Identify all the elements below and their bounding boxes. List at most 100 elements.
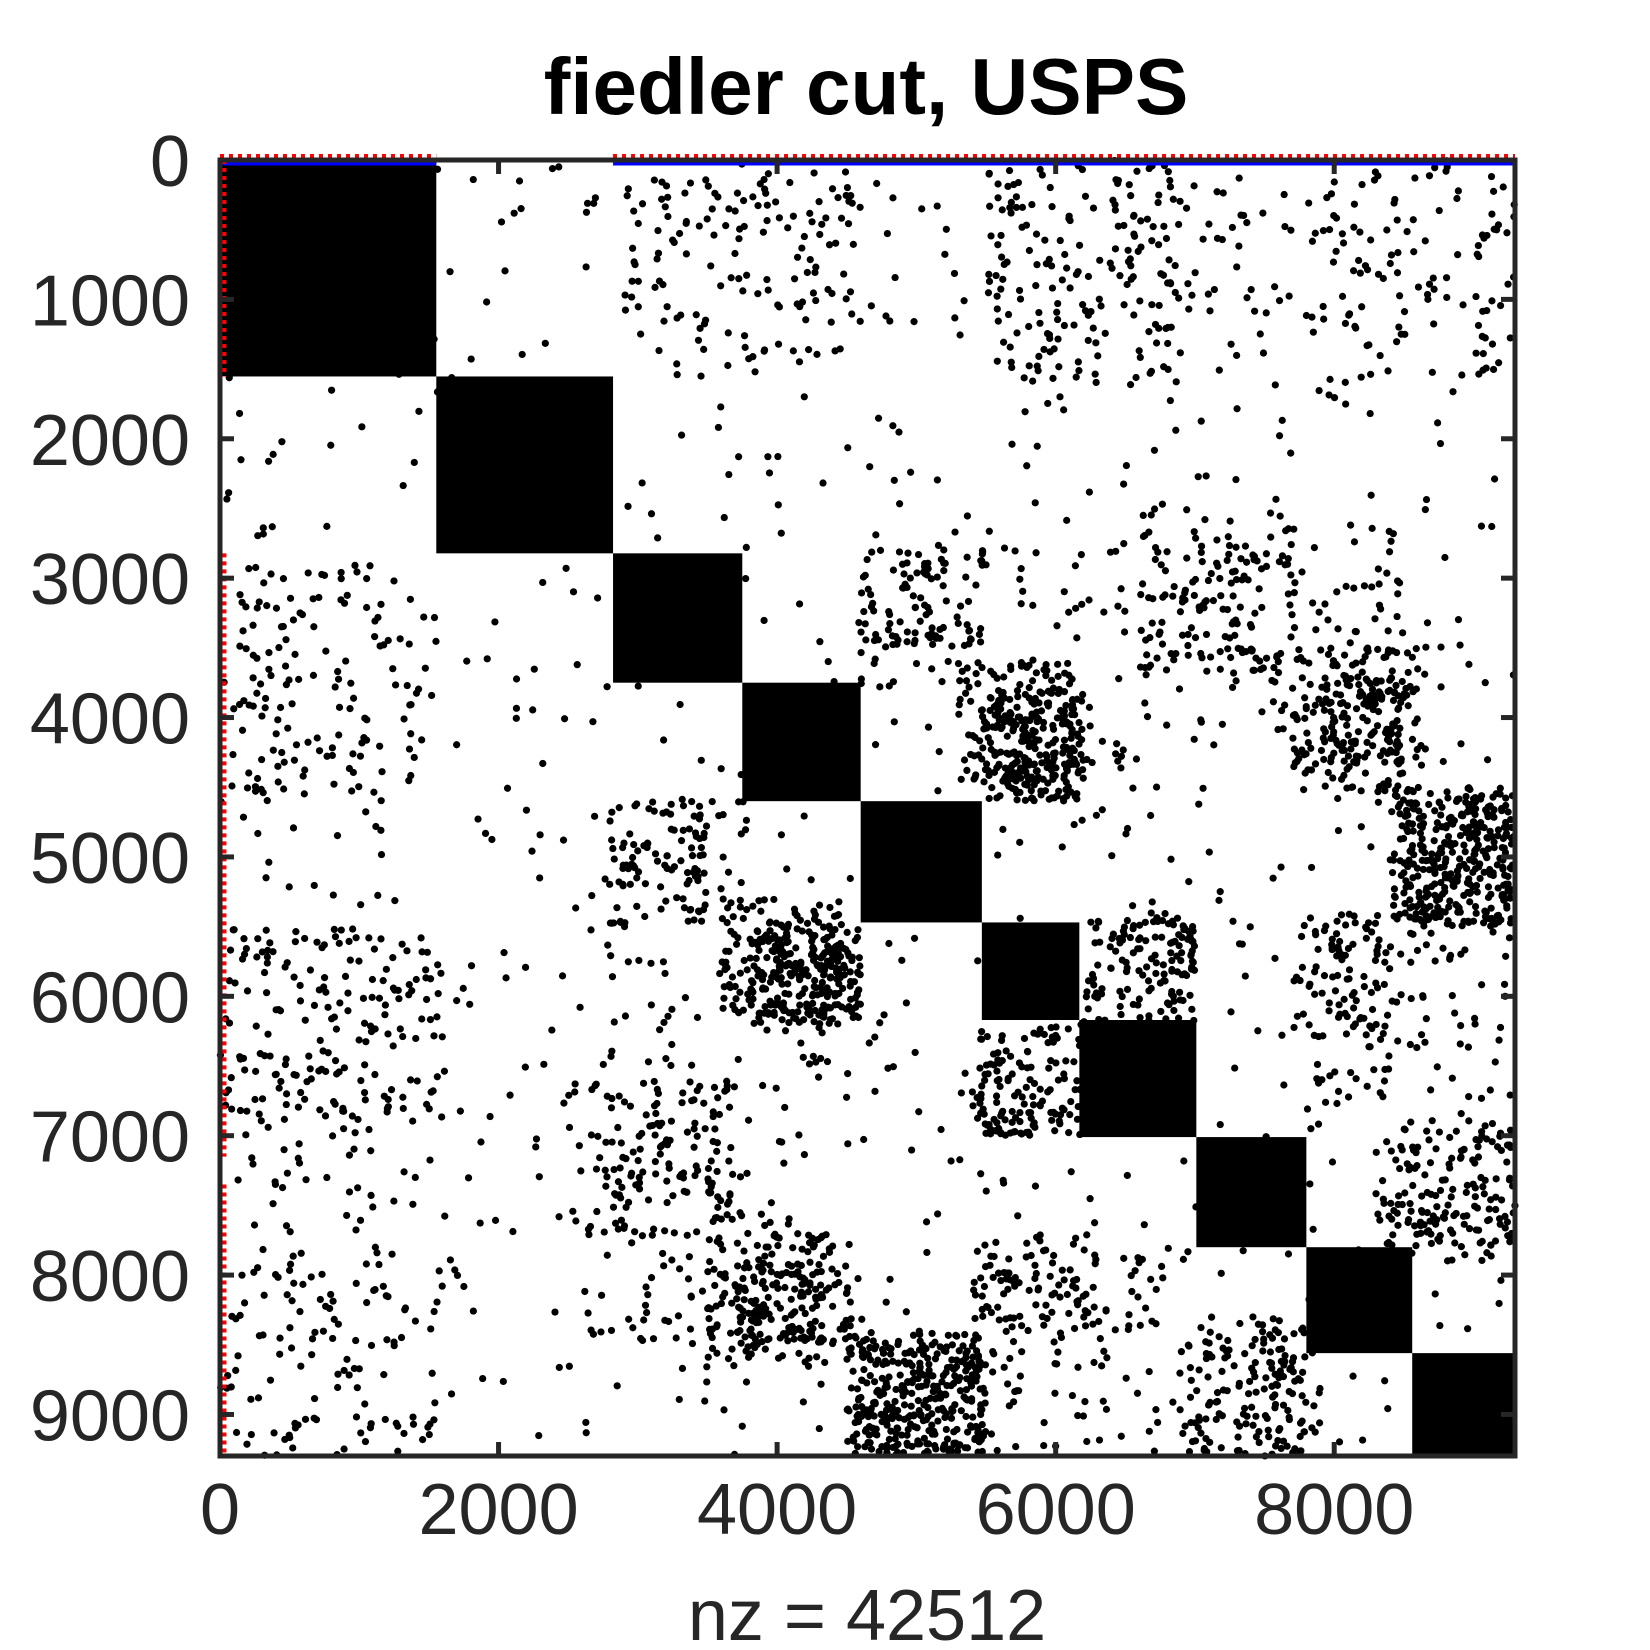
nonzero-point bbox=[315, 1067, 323, 1075]
nonzero-point bbox=[1072, 373, 1080, 381]
nonzero-point bbox=[886, 1275, 894, 1283]
nonzero-point bbox=[984, 1303, 992, 1312]
nonzero-point bbox=[908, 1377, 916, 1385]
nonzero-point bbox=[1487, 904, 1495, 912]
nonzero-point bbox=[1370, 176, 1379, 184]
nonzero-point bbox=[885, 608, 893, 616]
nonzero-point bbox=[986, 706, 994, 715]
nonzero-point bbox=[1089, 974, 1098, 983]
nonzero-point bbox=[1262, 550, 1271, 558]
nonzero-point bbox=[1048, 1033, 1056, 1041]
nonzero-point bbox=[1157, 1007, 1165, 1016]
nonzero-point bbox=[1387, 674, 1396, 682]
nonzero-point bbox=[744, 1229, 752, 1238]
nonzero-point bbox=[721, 960, 729, 968]
nonzero-point bbox=[377, 935, 385, 943]
nonzero-point bbox=[1400, 308, 1409, 316]
nonzero-point bbox=[652, 1109, 660, 1118]
nonzero-point bbox=[808, 218, 816, 226]
nonzero-point bbox=[895, 428, 903, 436]
nonzero-point bbox=[1015, 286, 1024, 295]
nonzero-point bbox=[1407, 1118, 1415, 1126]
nonzero-point bbox=[1199, 784, 1207, 792]
nonzero-point bbox=[1230, 1362, 1238, 1370]
nonzero-point bbox=[1016, 1312, 1024, 1320]
nonzero-point bbox=[685, 876, 693, 885]
nonzero-point bbox=[750, 1277, 759, 1286]
nonzero-point bbox=[881, 1339, 889, 1347]
nonzero-point bbox=[1438, 890, 1447, 898]
nonzero-point bbox=[1095, 1317, 1103, 1326]
nonzero-point bbox=[1261, 1412, 1270, 1420]
nonzero-point bbox=[1157, 270, 1165, 278]
nonzero-point bbox=[894, 1359, 902, 1367]
nonzero-point bbox=[731, 1005, 739, 1014]
nonzero-point bbox=[1324, 616, 1332, 624]
nonzero-point bbox=[890, 476, 898, 484]
nonzero-point bbox=[1441, 874, 1450, 882]
nonzero-point bbox=[778, 980, 786, 988]
nonzero-point bbox=[898, 1431, 906, 1439]
nonzero-point bbox=[663, 852, 671, 860]
nonzero-point bbox=[1334, 625, 1342, 633]
nonzero-point bbox=[1219, 1344, 1227, 1352]
nonzero-point bbox=[1063, 264, 1071, 272]
nonzero-point bbox=[1393, 717, 1401, 725]
nonzero-point bbox=[1054, 335, 1062, 343]
nonzero-point bbox=[961, 1330, 969, 1339]
nonzero-point bbox=[972, 771, 980, 779]
nonzero-point bbox=[1471, 1202, 1479, 1210]
nonzero-point bbox=[785, 1018, 793, 1027]
nonzero-point bbox=[1480, 868, 1488, 876]
nonzero-point bbox=[1076, 1085, 1084, 1094]
nonzero-point bbox=[1419, 843, 1427, 851]
nonzero-point bbox=[747, 1350, 755, 1358]
nonzero-point bbox=[241, 1066, 249, 1074]
nonzero-point bbox=[867, 1445, 876, 1453]
nonzero-point bbox=[1457, 950, 1465, 958]
nonzero-point bbox=[1027, 1063, 1035, 1071]
nonzero-point bbox=[987, 1125, 995, 1133]
nonzero-point bbox=[749, 193, 757, 201]
nonzero-point bbox=[763, 1310, 771, 1318]
nonzero-point bbox=[1388, 997, 1396, 1005]
nonzero-point bbox=[651, 283, 659, 291]
nonzero-point bbox=[277, 623, 286, 631]
nonzero-point bbox=[536, 831, 544, 839]
nonzero-point bbox=[1128, 1287, 1136, 1296]
nonzero-point bbox=[1385, 1238, 1393, 1247]
nonzero-point bbox=[604, 941, 612, 949]
nonzero-point bbox=[1397, 950, 1405, 958]
nonzero-point bbox=[1458, 922, 1466, 930]
nonzero-point bbox=[685, 825, 694, 833]
nonzero-point bbox=[1492, 1205, 1500, 1214]
nonzero-point bbox=[1141, 531, 1149, 540]
nonzero-point bbox=[1031, 1261, 1039, 1269]
nonzero-point bbox=[1475, 863, 1483, 871]
nonzero-point bbox=[862, 1425, 870, 1434]
nonzero-point bbox=[1416, 829, 1425, 837]
nonzero-point bbox=[349, 925, 357, 933]
nonzero-point bbox=[1331, 1068, 1339, 1076]
nonzero-point bbox=[565, 1362, 573, 1370]
nonzero-point bbox=[1161, 567, 1170, 575]
nonzero-point bbox=[1448, 1154, 1456, 1162]
nonzero-point bbox=[1383, 1011, 1392, 1019]
nonzero-point bbox=[1351, 627, 1359, 636]
nonzero-point bbox=[1227, 579, 1235, 587]
nonzero-point bbox=[724, 361, 732, 370]
nonzero-point bbox=[886, 317, 894, 325]
nonzero-point bbox=[717, 885, 725, 893]
nonzero-point bbox=[1302, 1398, 1310, 1406]
nonzero-point bbox=[869, 1337, 877, 1345]
nonzero-point bbox=[1223, 1387, 1231, 1395]
nonzero-point bbox=[696, 834, 704, 843]
nonzero-point bbox=[655, 346, 663, 355]
nonzero-point bbox=[760, 896, 768, 904]
nonzero-point bbox=[1254, 1027, 1262, 1035]
nonzero-point bbox=[1436, 1232, 1444, 1240]
nonzero-point bbox=[664, 212, 672, 221]
nonzero-point bbox=[367, 1191, 375, 1200]
nonzero-point bbox=[1398, 677, 1406, 686]
nonzero-point bbox=[1025, 661, 1033, 669]
